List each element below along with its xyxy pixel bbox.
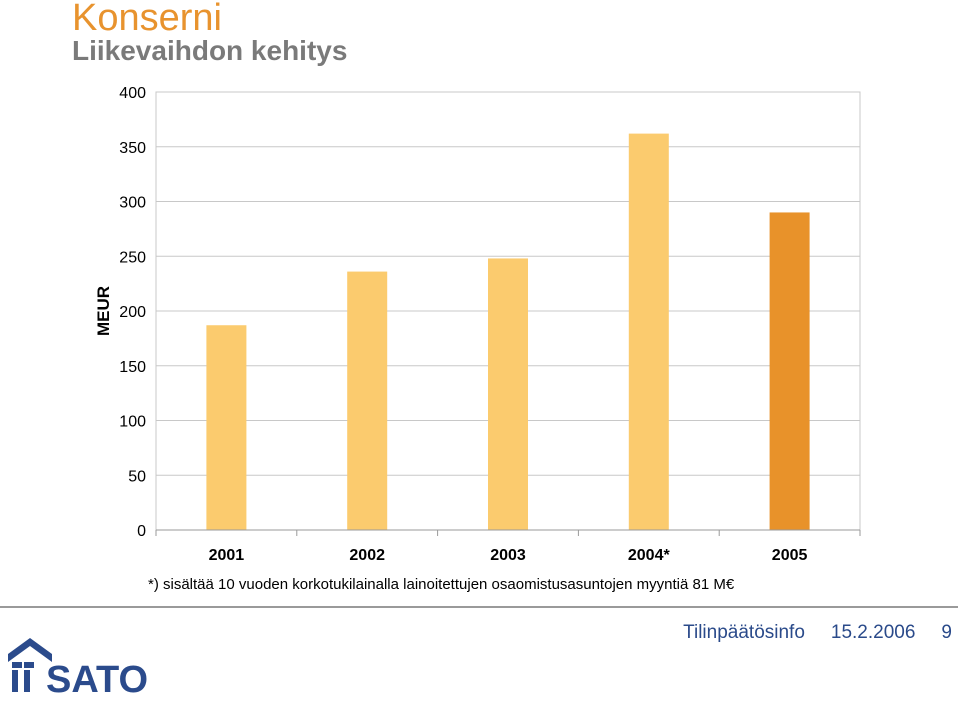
house-icon: [8, 638, 52, 692]
revenue-bar-chart: 0 50 100 150 200 250 300 350 400 2001 2002 2003 2004…: [94, 85, 861, 564]
page-number: 9: [941, 622, 952, 643]
bar-2003: [488, 258, 528, 530]
y-tick-label: 150: [119, 359, 146, 376]
bar-2004: [628, 133, 669, 531]
x-tick-label: 2003: [490, 547, 526, 564]
chart-subtitle: Liikevaihdon kehitys: [72, 35, 348, 66]
x-tick-label: 2004*: [628, 547, 671, 564]
footer-info: Tilinpäätösinfo 15.2.2006 9: [683, 622, 952, 644]
y-tick-label: 100: [119, 414, 146, 431]
x-tick-label: 2002: [349, 547, 385, 564]
chart-footnote: *) sisältää 10 vuoden korkotukilainalla …: [148, 576, 735, 593]
bar-2002: [347, 271, 388, 530]
y-tick-label: 400: [119, 85, 146, 102]
y-tick-label: 50: [128, 468, 146, 485]
chart-axes: 0 50 100 150 200 250 300 350 400 2001 2002 2003 2004…: [119, 85, 861, 564]
y-tick-label: 250: [119, 249, 146, 266]
sato-logo: SATO: [8, 638, 148, 698]
y-tick-label: 300: [119, 195, 146, 212]
footer-divider: [0, 606, 958, 608]
footer-date: 15.2.2006: [830, 622, 916, 643]
y-axis-label: MEUR: [94, 286, 113, 336]
footer-label: Tilinpäätösinfo: [683, 622, 805, 643]
y-tick-label: 0: [137, 523, 146, 540]
bar-2005: [769, 212, 810, 530]
page-title: Konserni: [72, 0, 222, 39]
chart-bars: [206, 133, 810, 531]
x-tick-label: 2001: [209, 547, 245, 564]
bar-2001: [206, 325, 247, 530]
logo-wordmark: SATO: [46, 659, 148, 698]
y-tick-label: 200: [119, 304, 146, 321]
y-tick-label: 350: [119, 140, 146, 157]
x-tick-label: 2005: [772, 547, 808, 564]
